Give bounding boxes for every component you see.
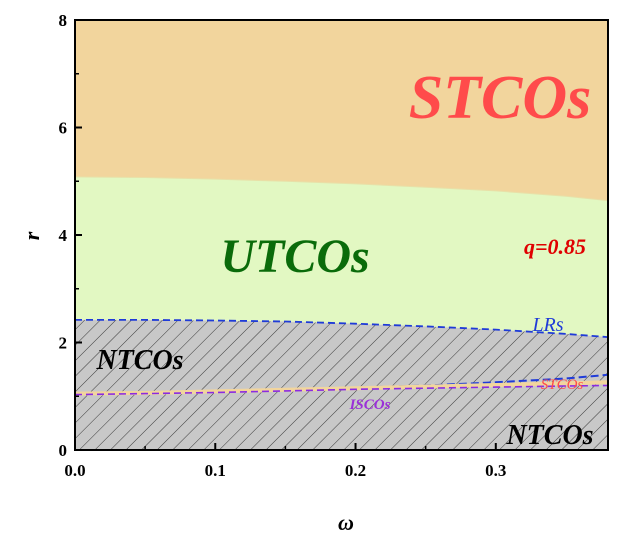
- iscos-curve: [75, 384, 608, 396]
- y-tick-label: 0: [59, 441, 68, 460]
- x-tick-label: 0.2: [345, 461, 366, 480]
- x-tick-label: 0.3: [485, 461, 506, 480]
- q-annotation: q=0.85: [524, 234, 586, 259]
- y-tick-label: 8: [59, 11, 68, 30]
- stcos-region-label: STCOs: [409, 64, 592, 132]
- utcos-region-label: UTCOs: [220, 230, 369, 283]
- iscos-curve-label: ISCOs: [349, 397, 391, 413]
- y-tick-label: 6: [59, 119, 68, 138]
- region-ntcos: [75, 319, 608, 450]
- stcos-curve-label: STCOs: [541, 377, 584, 393]
- region-stcos: [75, 20, 608, 201]
- y-tick-label: 4: [59, 226, 68, 245]
- y-tick-label: 2: [59, 334, 68, 353]
- x-axis-title: ω: [338, 510, 354, 535]
- lrs-curve-label: LRs: [531, 314, 563, 336]
- axis-ticks: 0.0 0.1 0.2 0.3 0 2 4 6 8: [59, 11, 507, 480]
- ntcos-upper-label: NTCOs: [95, 345, 183, 376]
- y-axis-title: r: [19, 231, 44, 240]
- lrs-curve: [75, 319, 608, 338]
- x-tick-label: 0.1: [205, 461, 226, 480]
- region-utcos: [75, 176, 608, 338]
- x-tick-label: 0.0: [64, 461, 85, 480]
- utco-stco-boundary-curve: [75, 176, 608, 202]
- ntcos-lower-label: NTCOs: [505, 420, 593, 451]
